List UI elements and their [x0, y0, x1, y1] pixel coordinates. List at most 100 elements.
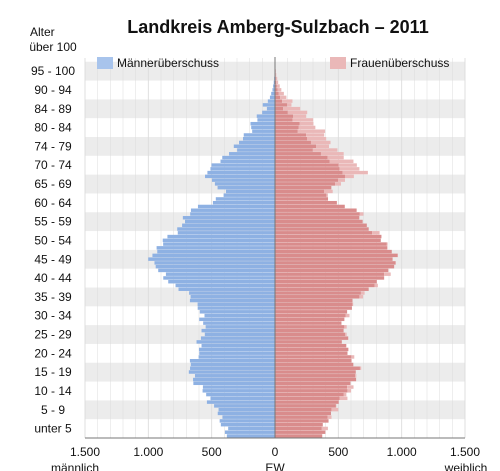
female-surplus-bar	[374, 283, 378, 288]
male-bar	[243, 137, 275, 141]
female-bar	[275, 155, 328, 160]
female-surplus-bar	[331, 407, 339, 412]
female-surplus-bar	[359, 295, 364, 299]
male-bar	[199, 351, 275, 355]
male-bar	[252, 129, 275, 133]
female-bar	[275, 377, 357, 382]
x-tick-label: 1.000	[387, 445, 417, 459]
female-bar	[275, 159, 330, 164]
female-bar	[275, 84, 277, 88]
age-group-label: 30 - 34	[34, 309, 72, 323]
legend-male-swatch	[97, 57, 113, 69]
female-surplus-bar	[277, 88, 282, 92]
male-bar	[199, 310, 275, 314]
female-bar	[275, 144, 317, 148]
female-bar	[275, 400, 339, 404]
female-bar	[275, 148, 313, 152]
x-tick-label: 0	[272, 445, 279, 459]
x-axis-label-center: EW	[265, 461, 285, 471]
male-bar	[197, 306, 275, 310]
female-bar	[275, 137, 307, 141]
female-bar	[275, 204, 345, 209]
age-group-label: 74 - 79	[34, 139, 72, 153]
male-bar	[157, 249, 275, 254]
female-bar	[275, 317, 345, 322]
female-surplus-bar	[360, 291, 365, 295]
male-bar	[256, 114, 275, 118]
male-bar	[178, 287, 275, 291]
male-bar	[201, 328, 275, 333]
population-bars	[148, 58, 398, 438]
legend-male-surplus: Männerüberschuss	[97, 56, 219, 70]
male-bar	[197, 302, 275, 307]
male-bar	[165, 272, 275, 276]
female-bar	[275, 234, 382, 239]
female-bar	[275, 178, 339, 182]
x-tick-label: 1.500	[450, 445, 480, 459]
male-bar	[163, 242, 275, 246]
female-bar	[275, 257, 393, 261]
x-tick-label: 500	[202, 445, 222, 459]
female-bar	[275, 114, 294, 118]
age-group-label: 60 - 64	[34, 196, 72, 210]
legend-female-swatch	[330, 57, 346, 69]
female-bar	[275, 216, 360, 220]
female-surplus-bar	[342, 170, 368, 175]
female-surplus-bar	[292, 118, 314, 122]
male-bar	[189, 358, 275, 363]
female-bar	[275, 88, 278, 92]
female-bar	[275, 167, 340, 171]
female-surplus-bar	[310, 140, 331, 145]
male-bar	[168, 279, 275, 284]
age-group-label: 40 - 44	[34, 271, 72, 285]
male-bar	[237, 148, 275, 152]
female-bar	[275, 302, 353, 307]
male-bar	[200, 336, 275, 340]
female-bar	[275, 434, 323, 438]
female-surplus-bar	[352, 302, 354, 307]
male-bar	[262, 110, 275, 115]
male-bar	[204, 332, 275, 337]
age-group-label: 45 - 49	[34, 252, 72, 266]
male-bar	[177, 227, 275, 231]
female-surplus-bar	[327, 155, 344, 160]
female-surplus-bar	[359, 212, 364, 216]
female-bar	[275, 430, 326, 434]
male-bar	[189, 291, 275, 295]
male-bar	[196, 340, 275, 344]
male-bar	[199, 317, 275, 322]
male-bar	[203, 321, 275, 325]
male-bar	[188, 370, 275, 374]
x-tick-label: 500	[328, 445, 348, 459]
male-bar	[154, 261, 275, 265]
age-group-label: 55 - 59	[34, 215, 72, 229]
female-bar	[275, 276, 385, 280]
female-surplus-bar	[372, 231, 380, 235]
female-bar	[275, 182, 336, 186]
female-bar	[275, 426, 322, 431]
female-bar	[275, 170, 343, 175]
male-bar	[269, 95, 275, 100]
female-bar	[275, 385, 348, 389]
female-surplus-bar	[359, 366, 362, 370]
female-surplus-bar	[327, 415, 332, 419]
female-bar	[275, 325, 345, 329]
age-group-label: 65 - 69	[34, 177, 72, 191]
male-bar	[205, 174, 275, 179]
female-bar	[275, 152, 321, 156]
female-surplus-bar	[287, 103, 292, 107]
female-bar	[275, 208, 357, 212]
female-surplus-bar	[283, 106, 301, 111]
female-surplus-bar	[347, 385, 354, 389]
female-bar	[275, 404, 336, 408]
female-bar	[275, 193, 327, 197]
female-bar	[275, 374, 356, 378]
male-bar	[202, 389, 275, 393]
female-bar	[275, 328, 344, 333]
male-bar	[271, 91, 275, 96]
age-group-label: 50 - 54	[34, 233, 72, 247]
male-bar	[233, 144, 275, 148]
female-bar	[275, 200, 337, 205]
female-surplus-bar	[297, 129, 326, 133]
